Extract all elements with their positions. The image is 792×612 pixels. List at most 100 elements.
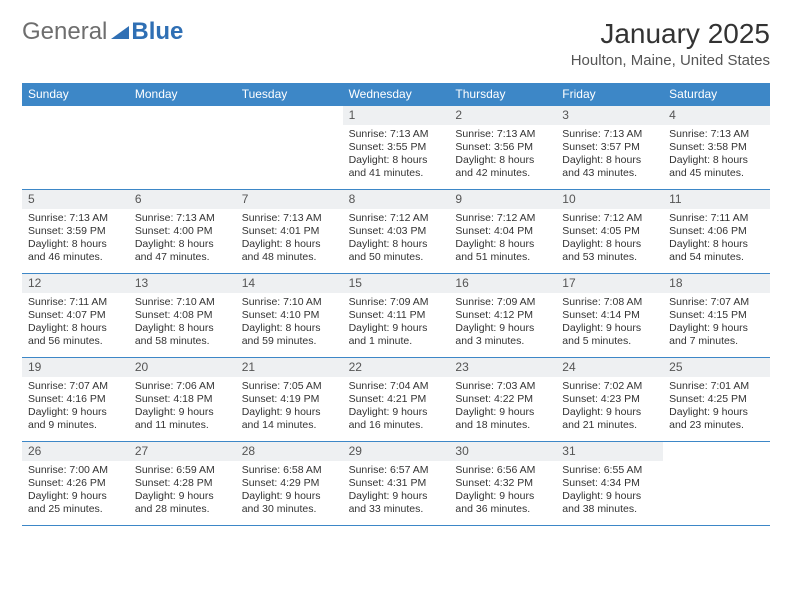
weekday-header: Sunday (22, 83, 129, 105)
daylight-text: and 53 minutes. (562, 251, 657, 264)
daylight-text: Daylight: 9 hours (28, 406, 123, 419)
sunset-text: Sunset: 4:22 PM (455, 393, 550, 406)
weekday-header: Thursday (449, 83, 556, 105)
day-number: 4 (663, 106, 770, 125)
daylight-text: and 7 minutes. (669, 335, 764, 348)
calendar-cell: 28Sunrise: 6:58 AMSunset: 4:29 PMDayligh… (236, 441, 343, 526)
daylight-text: and 58 minutes. (135, 335, 230, 348)
daylight-text: and 21 minutes. (562, 419, 657, 432)
daylight-text: and 23 minutes. (669, 419, 764, 432)
daylight-text: Daylight: 9 hours (562, 322, 657, 335)
calendar-cell: 17Sunrise: 7:08 AMSunset: 4:14 PMDayligh… (556, 273, 663, 357)
sunset-text: Sunset: 4:16 PM (28, 393, 123, 406)
daylight-text: Daylight: 8 hours (28, 238, 123, 251)
day-number: 6 (129, 190, 236, 209)
sunset-text: Sunset: 4:14 PM (562, 309, 657, 322)
day-number: 27 (129, 442, 236, 461)
daylight-text: and 36 minutes. (455, 503, 550, 516)
daylight-text: and 48 minutes. (242, 251, 337, 264)
daylight-text: Daylight: 8 hours (28, 322, 123, 335)
sunset-text: Sunset: 4:01 PM (242, 225, 337, 238)
daylight-text: Daylight: 9 hours (562, 406, 657, 419)
daylight-text: and 41 minutes. (349, 167, 444, 180)
sunrise-text: Sunrise: 6:55 AM (562, 464, 657, 477)
day-number: 22 (343, 358, 450, 377)
sunset-text: Sunset: 4:03 PM (349, 225, 444, 238)
location: Houlton, Maine, United States (571, 52, 770, 69)
daylight-text: Daylight: 8 hours (135, 238, 230, 251)
day-number: 19 (22, 358, 129, 377)
sunrise-text: Sunrise: 7:11 AM (669, 212, 764, 225)
sunset-text: Sunset: 4:26 PM (28, 477, 123, 490)
month-title: January 2025 (571, 18, 770, 50)
logo: General Blue (22, 18, 183, 46)
sunrise-text: Sunrise: 7:13 AM (455, 128, 550, 141)
calendar-cell: 20Sunrise: 7:06 AMSunset: 4:18 PMDayligh… (129, 357, 236, 441)
sunset-text: Sunset: 4:31 PM (349, 477, 444, 490)
calendar-cell: 31Sunrise: 6:55 AMSunset: 4:34 PMDayligh… (556, 441, 663, 526)
sunrise-text: Sunrise: 7:11 AM (28, 296, 123, 309)
daylight-text: and 9 minutes. (28, 419, 123, 432)
daylight-text: and 30 minutes. (242, 503, 337, 516)
day-number: 2 (449, 106, 556, 125)
daylight-text: Daylight: 9 hours (242, 406, 337, 419)
daylight-text: Daylight: 9 hours (455, 406, 550, 419)
daylight-text: Daylight: 9 hours (349, 322, 444, 335)
sunrise-text: Sunrise: 7:12 AM (349, 212, 444, 225)
daylight-text: Daylight: 9 hours (349, 490, 444, 503)
calendar-cell: 19Sunrise: 7:07 AMSunset: 4:16 PMDayligh… (22, 357, 129, 441)
daylight-text: Daylight: 8 hours (242, 238, 337, 251)
calendar-cell: 29Sunrise: 6:57 AMSunset: 4:31 PMDayligh… (343, 441, 450, 526)
daylight-text: and 5 minutes. (562, 335, 657, 348)
calendar-cell: 16Sunrise: 7:09 AMSunset: 4:12 PMDayligh… (449, 273, 556, 357)
day-number: 23 (449, 358, 556, 377)
sunrise-text: Sunrise: 7:12 AM (562, 212, 657, 225)
title-block: January 2025 Houlton, Maine, United Stat… (571, 18, 770, 69)
sunset-text: Sunset: 4:11 PM (349, 309, 444, 322)
sunrise-text: Sunrise: 7:13 AM (349, 128, 444, 141)
sunrise-text: Sunrise: 7:13 AM (562, 128, 657, 141)
calendar-cell: 13Sunrise: 7:10 AMSunset: 4:08 PMDayligh… (129, 273, 236, 357)
daylight-text: and 1 minute. (349, 335, 444, 348)
calendar-cell: 30Sunrise: 6:56 AMSunset: 4:32 PMDayligh… (449, 441, 556, 526)
sunset-text: Sunset: 4:34 PM (562, 477, 657, 490)
sunset-text: Sunset: 4:10 PM (242, 309, 337, 322)
calendar-cell: 8Sunrise: 7:12 AMSunset: 4:03 PMDaylight… (343, 189, 450, 273)
day-number: 30 (449, 442, 556, 461)
sunset-text: Sunset: 3:58 PM (669, 141, 764, 154)
sunset-text: Sunset: 4:21 PM (349, 393, 444, 406)
day-number: 15 (343, 274, 450, 293)
calendar-cell: 5Sunrise: 7:13 AMSunset: 3:59 PMDaylight… (22, 189, 129, 273)
calendar-cell: 7Sunrise: 7:13 AMSunset: 4:01 PMDaylight… (236, 189, 343, 273)
daylight-text: and 11 minutes. (135, 419, 230, 432)
calendar-cell (236, 105, 343, 189)
daylight-text: and 43 minutes. (562, 167, 657, 180)
sunset-text: Sunset: 4:19 PM (242, 393, 337, 406)
daylight-text: Daylight: 9 hours (135, 490, 230, 503)
daylight-text: Daylight: 8 hours (455, 238, 550, 251)
sunrise-text: Sunrise: 7:10 AM (242, 296, 337, 309)
daylight-text: and 59 minutes. (242, 335, 337, 348)
day-number: 29 (343, 442, 450, 461)
sunrise-text: Sunrise: 7:06 AM (135, 380, 230, 393)
header: General Blue January 2025 Houlton, Maine… (22, 18, 770, 69)
day-number: 17 (556, 274, 663, 293)
calendar-cell: 12Sunrise: 7:11 AMSunset: 4:07 PMDayligh… (22, 273, 129, 357)
daylight-text: and 14 minutes. (242, 419, 337, 432)
daylight-text: Daylight: 9 hours (349, 406, 444, 419)
sunrise-text: Sunrise: 7:09 AM (349, 296, 444, 309)
day-number: 9 (449, 190, 556, 209)
sunrise-text: Sunrise: 7:05 AM (242, 380, 337, 393)
daylight-text: Daylight: 8 hours (349, 154, 444, 167)
daylight-text: Daylight: 8 hours (562, 154, 657, 167)
sunset-text: Sunset: 4:06 PM (669, 225, 764, 238)
sunset-text: Sunset: 4:29 PM (242, 477, 337, 490)
day-number: 31 (556, 442, 663, 461)
daylight-text: Daylight: 8 hours (349, 238, 444, 251)
logo-sail-icon (111, 23, 129, 44)
calendar-cell: 27Sunrise: 6:59 AMSunset: 4:28 PMDayligh… (129, 441, 236, 526)
calendar-grid: SundayMondayTuesdayWednesdayThursdayFrid… (22, 83, 770, 526)
day-number: 1 (343, 106, 450, 125)
daylight-text: and 56 minutes. (28, 335, 123, 348)
daylight-text: Daylight: 8 hours (669, 238, 764, 251)
